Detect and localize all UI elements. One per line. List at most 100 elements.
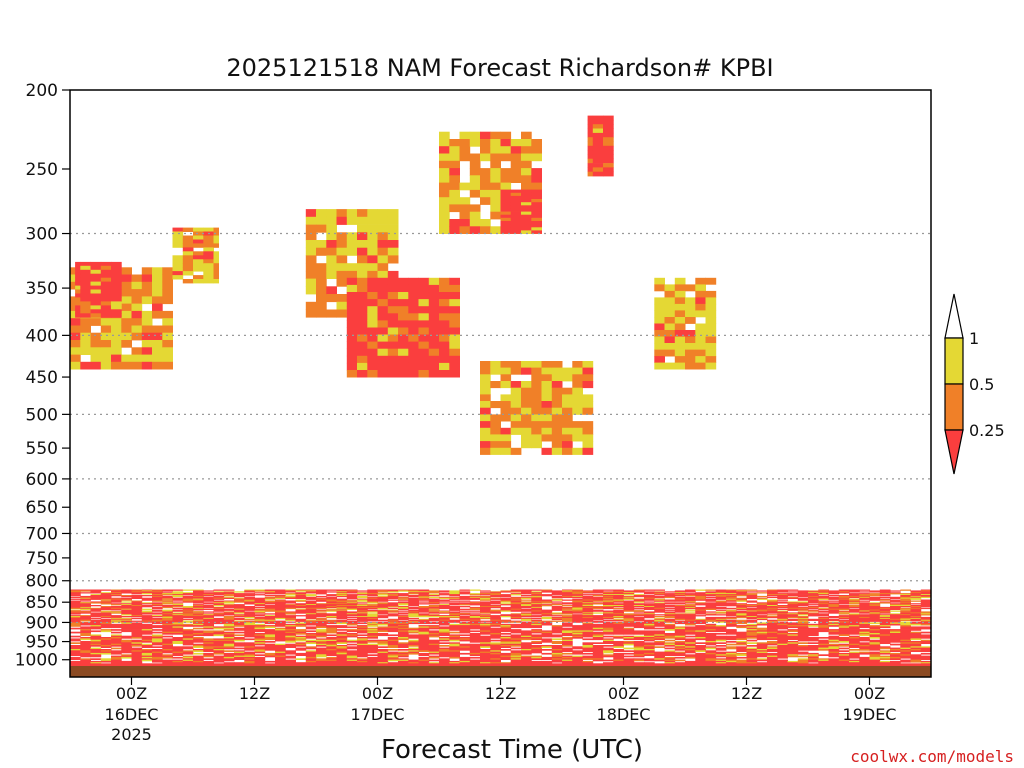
heatmap-cell (367, 592, 378, 594)
heatmap-cell (480, 651, 491, 654)
heatmap-cell (469, 175, 481, 183)
heatmap-cell (90, 598, 102, 600)
heatmap-cell (336, 309, 348, 318)
heatmap-cell (193, 617, 204, 620)
heatmap-cell (510, 192, 522, 197)
heatmap-cell (387, 656, 399, 659)
heatmap-cell (510, 658, 522, 660)
heatmap-cell (418, 327, 430, 335)
heatmap-cell (141, 606, 153, 608)
heatmap-cell (654, 595, 665, 598)
heatmap-cell (603, 597, 614, 599)
heatmap-cell (531, 195, 542, 200)
heatmap-cell (644, 616, 655, 619)
heatmap-cell (90, 645, 102, 647)
heatmap-cell (592, 137, 604, 142)
heatmap-cell (70, 639, 81, 642)
heatmap-cell (572, 367, 583, 375)
heatmap-cell (398, 362, 409, 371)
heatmap-cell (459, 197, 471, 205)
heatmap-cell (141, 650, 153, 652)
heatmap-cell (357, 608, 368, 610)
heatmap-cell (603, 150, 614, 155)
heatmap-cell (644, 622, 655, 625)
heatmap-cell (603, 167, 614, 173)
heatmap-cell (152, 604, 163, 606)
heatmap-cell (838, 616, 850, 618)
heatmap-cell (459, 649, 471, 651)
heatmap-cell (541, 662, 553, 664)
heatmap-cell (172, 621, 184, 623)
heatmap-cell (603, 630, 614, 633)
heatmap-cell (767, 591, 778, 593)
heatmap-cell (357, 641, 368, 643)
heatmap-cell (172, 592, 184, 594)
heatmap-cell (572, 602, 583, 604)
heatmap-cell (500, 662, 512, 664)
heatmap-cell (500, 590, 512, 592)
heatmap-cell (541, 645, 553, 647)
heatmap-cell (869, 603, 881, 605)
heatmap-cell (890, 621, 901, 623)
heatmap-cell (777, 591, 788, 593)
heatmap-cell (562, 642, 573, 644)
heatmap-cell (193, 605, 204, 607)
heatmap-cell (767, 619, 778, 621)
heatmap-cell (746, 594, 758, 596)
heatmap-cell (305, 639, 317, 642)
heatmap-cell (234, 662, 245, 664)
heatmap-cell (326, 247, 337, 256)
heatmap-cell (377, 612, 389, 614)
heatmap-cell (726, 600, 737, 602)
heatmap-cell (685, 609, 696, 611)
heatmap-cell (223, 616, 235, 618)
heatmap-cell (664, 362, 676, 370)
heatmap-cell (357, 639, 368, 642)
heatmap-cell (346, 599, 358, 601)
heatmap-cell (654, 617, 665, 620)
heatmap-cell (100, 595, 112, 598)
heatmap-cell (213, 627, 225, 630)
heatmap-cell (849, 605, 860, 607)
heatmap-cell (213, 592, 225, 594)
heatmap-cell (685, 594, 696, 596)
heatmap-cell (592, 626, 604, 629)
heatmap-cell (490, 635, 501, 638)
heatmap-cell (521, 421, 532, 429)
heatmap-cell (90, 347, 102, 355)
heatmap-cell (275, 647, 286, 650)
heatmap-cell (510, 660, 522, 663)
heatmap-cell (428, 355, 440, 364)
heatmap-cell (490, 447, 501, 455)
heatmap-cell (346, 277, 358, 286)
heatmap-cell (541, 589, 553, 591)
heatmap-cell (879, 614, 891, 616)
heatmap-cell (469, 654, 481, 656)
heatmap-cell (490, 646, 501, 648)
heatmap-cell (746, 620, 758, 622)
heatmap-cell (264, 590, 276, 592)
heatmap-cell (613, 603, 624, 605)
heatmap-cell (869, 598, 881, 600)
heatmap-cell (100, 265, 112, 271)
heatmap-cell (469, 608, 481, 610)
heatmap-cell (572, 447, 583, 455)
heatmap-cell (408, 635, 419, 638)
heatmap-cell (510, 601, 522, 603)
heatmap-cell (131, 637, 143, 639)
heatmap-cell (80, 596, 91, 599)
heatmap-cell (377, 590, 389, 592)
heatmap-cell (336, 613, 348, 615)
heatmap-cell (223, 594, 235, 596)
heatmap-cell (182, 639, 194, 642)
heatmap-cell (572, 608, 583, 610)
heatmap-cell (357, 255, 368, 264)
heatmap-cell (818, 610, 829, 612)
heatmap-cell (777, 621, 788, 623)
heatmap-cell (203, 239, 214, 244)
heatmap-cell (326, 224, 337, 233)
heatmap-cell (90, 620, 102, 622)
heatmap-cell (121, 660, 132, 663)
heatmap-cell (100, 589, 112, 591)
heatmap-cell (531, 607, 542, 610)
